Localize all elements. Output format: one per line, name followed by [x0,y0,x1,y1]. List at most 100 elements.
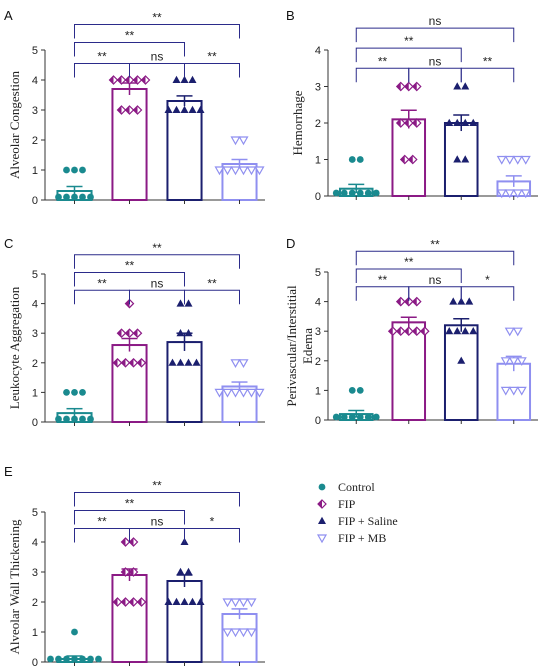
data-point-control [356,156,364,163]
bar-group-fip [111,537,148,666]
bracket-line [460,67,515,83]
data-point-fip-fill [113,598,118,606]
significance-label: ** [97,50,107,64]
bracket-line [74,254,240,269]
data-point-fip-fill [133,106,138,114]
data-point-fip [395,296,406,307]
y-tick-label: 2 [32,358,38,370]
data-point-fip-saline [184,299,193,307]
significance-bracket: ** [74,241,240,269]
data-point-control [356,189,364,197]
data-point-fip [403,81,414,92]
data-point-fip-fill [129,538,134,546]
data-point-control [79,415,86,423]
bracket-line [129,289,185,305]
bar-group-control [332,156,380,200]
data-point-fip-mb [246,166,257,176]
bracket-line [74,24,240,39]
data-point-fip-mb [230,388,241,398]
data-point-fip-saline [172,105,181,113]
data-point-fip-mb [504,327,515,337]
legend-item-fip: FIP [317,497,356,511]
y-axis-label: Alveolar Congestion [7,71,22,179]
data-point-fip-mb [238,166,249,176]
significance-label: ** [404,34,414,48]
legend-marker-fip-fill [318,500,322,508]
data-point-fip-fill [404,119,409,127]
significance-bracket: ** [355,255,462,284]
data-point-fip-fill [117,106,122,114]
bracket-line [355,47,462,63]
y-tick-label: 3 [315,326,321,338]
data-point-fip-fill [412,119,417,127]
data-point-fip-mb [238,136,249,146]
data-point-control [63,655,70,663]
bar-group-fip [391,81,427,200]
bar-fip-saline [443,122,479,197]
data-point-fip [116,328,127,339]
significance-bracket: ** [74,50,130,78]
bar-fip-mb [221,613,258,663]
significance-label: * [485,273,490,287]
bracket-line [74,272,185,287]
data-point-fip [120,567,131,577]
bar-fip [111,344,148,424]
data-point-fip [112,597,123,607]
bar-group-control [55,389,94,426]
data-point-fip-mb [214,166,225,176]
data-point-fip-fill [121,598,126,606]
significance-bracket: ns [355,14,515,43]
y-tick-label: 4 [32,75,38,87]
data-point-fip-fill [129,358,134,367]
data-point-fip [116,75,127,85]
y-tick-label: 5 [32,269,38,281]
bracket-line [355,268,462,284]
bracket-line [184,528,240,543]
data-point-fip-mb [222,598,233,608]
bracket-line [129,63,185,78]
significance-label: ns [429,273,442,287]
panel-letter: A [4,8,13,23]
bar-fip-saline [166,100,203,201]
significance-label: ** [125,259,135,273]
y-tick-label: 1 [32,627,38,639]
data-point-fip-fill [125,299,130,308]
data-point-fip-fill [137,598,142,606]
data-point-control [71,628,78,636]
bar-group-fip [111,298,148,426]
data-point-fip [136,357,147,368]
data-point-fip-mb [246,628,257,638]
y-tick-label: 5 [32,507,38,519]
data-point-fip-saline [449,297,458,305]
y-tick-label: 1 [315,155,321,167]
bracket-line [355,67,410,83]
y-tick-label: 3 [32,105,38,117]
data-point-fip-mb [238,359,249,369]
data-point-fip-saline [196,105,205,113]
significance-bracket: ns [129,276,185,305]
significance-label: ** [125,29,135,43]
data-point-fip-mb [238,628,249,638]
significance-label: ** [207,276,217,290]
data-point-fip [128,567,139,577]
data-point-fip-mb [238,388,249,398]
data-point-fip-mb [512,189,523,199]
data-point-control [356,387,364,394]
bar-fip-saline [166,580,203,663]
data-point-fip-fill [133,329,138,338]
data-point-fip [120,597,131,607]
data-point-fip-mb [230,166,241,176]
bar-group-fip-saline [166,299,203,426]
bracket-line [184,63,240,78]
y-tick-label: 0 [315,191,321,203]
data-point-fip-fill [129,568,134,576]
legend-marker-control [318,483,326,491]
data-point-fip-mb [508,357,519,367]
significance-label: ** [97,515,107,529]
data-point-control [340,189,348,197]
data-point-fip [419,326,430,337]
data-point-fip-mb [516,357,527,367]
data-point-fip [411,326,422,337]
bracket-line [74,492,240,507]
data-point-fip [108,75,119,85]
